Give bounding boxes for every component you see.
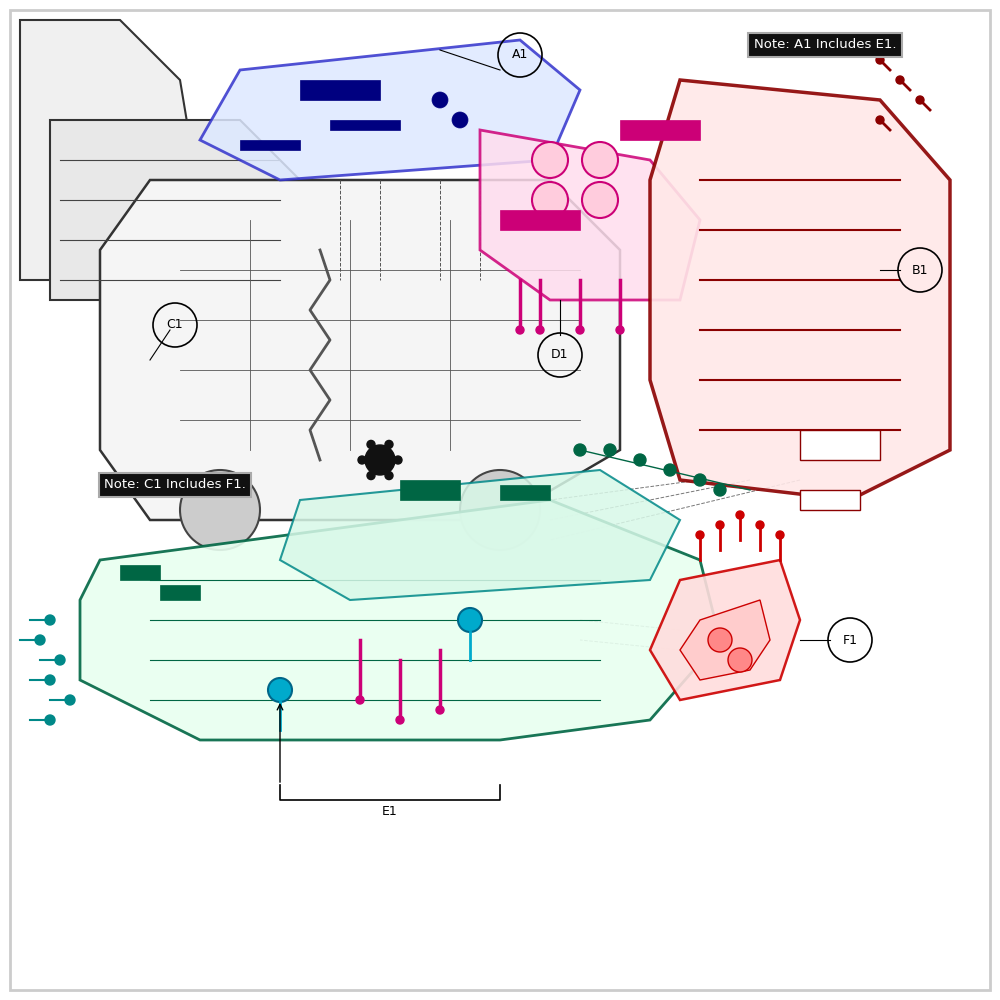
Circle shape <box>460 470 540 550</box>
Polygon shape <box>20 20 200 280</box>
Circle shape <box>356 696 364 704</box>
Circle shape <box>45 675 55 685</box>
Circle shape <box>55 655 65 665</box>
Circle shape <box>876 116 884 124</box>
Circle shape <box>385 440 393 448</box>
Circle shape <box>358 456 366 464</box>
Polygon shape <box>620 120 700 140</box>
Circle shape <box>728 648 752 672</box>
Polygon shape <box>80 500 720 740</box>
Circle shape <box>436 706 444 714</box>
Circle shape <box>694 474 706 486</box>
Circle shape <box>664 464 676 476</box>
Polygon shape <box>650 80 950 500</box>
Circle shape <box>532 182 568 218</box>
Circle shape <box>396 716 404 724</box>
Circle shape <box>736 511 744 519</box>
Circle shape <box>582 142 618 178</box>
Text: E1: E1 <box>382 805 398 818</box>
Circle shape <box>352 82 368 98</box>
Circle shape <box>896 76 904 84</box>
Circle shape <box>516 326 524 334</box>
Circle shape <box>367 440 375 448</box>
FancyBboxPatch shape <box>160 585 200 600</box>
Polygon shape <box>240 140 300 150</box>
Polygon shape <box>280 470 680 600</box>
Circle shape <box>65 695 75 705</box>
Text: F1: F1 <box>842 634 858 647</box>
Circle shape <box>394 456 402 464</box>
Circle shape <box>582 182 618 218</box>
Circle shape <box>716 521 724 529</box>
Circle shape <box>458 608 482 632</box>
Circle shape <box>604 444 616 456</box>
Circle shape <box>532 142 568 178</box>
Circle shape <box>45 615 55 625</box>
Circle shape <box>776 531 784 539</box>
Circle shape <box>452 112 468 128</box>
Circle shape <box>876 56 884 64</box>
Text: D1: D1 <box>551 349 569 361</box>
Circle shape <box>756 521 764 529</box>
Circle shape <box>576 326 584 334</box>
Polygon shape <box>650 560 800 700</box>
Circle shape <box>432 92 448 108</box>
Circle shape <box>634 454 646 466</box>
Circle shape <box>365 445 395 475</box>
Polygon shape <box>100 180 620 520</box>
Circle shape <box>714 484 726 496</box>
Circle shape <box>268 678 292 702</box>
Polygon shape <box>50 120 300 300</box>
Circle shape <box>536 326 544 334</box>
Text: B1: B1 <box>912 263 928 276</box>
Circle shape <box>35 635 45 645</box>
Polygon shape <box>500 210 580 230</box>
FancyBboxPatch shape <box>800 490 860 510</box>
FancyBboxPatch shape <box>120 565 160 580</box>
Polygon shape <box>330 120 400 130</box>
Circle shape <box>367 472 375 480</box>
Circle shape <box>574 444 586 456</box>
Text: C1: C1 <box>167 318 183 332</box>
Polygon shape <box>480 130 700 300</box>
Circle shape <box>696 531 704 539</box>
Text: Note: C1 Includes F1.: Note: C1 Includes F1. <box>104 479 246 491</box>
Circle shape <box>616 326 624 334</box>
Circle shape <box>180 470 260 550</box>
Circle shape <box>45 715 55 725</box>
Text: Note: A1 Includes E1.: Note: A1 Includes E1. <box>754 38 896 51</box>
FancyBboxPatch shape <box>500 485 550 500</box>
Polygon shape <box>200 40 580 180</box>
Polygon shape <box>680 600 770 680</box>
Text: A1: A1 <box>512 48 528 62</box>
FancyBboxPatch shape <box>400 480 460 500</box>
Polygon shape <box>300 80 380 100</box>
Circle shape <box>916 96 924 104</box>
Circle shape <box>385 472 393 480</box>
Circle shape <box>708 628 732 652</box>
FancyBboxPatch shape <box>800 430 880 460</box>
